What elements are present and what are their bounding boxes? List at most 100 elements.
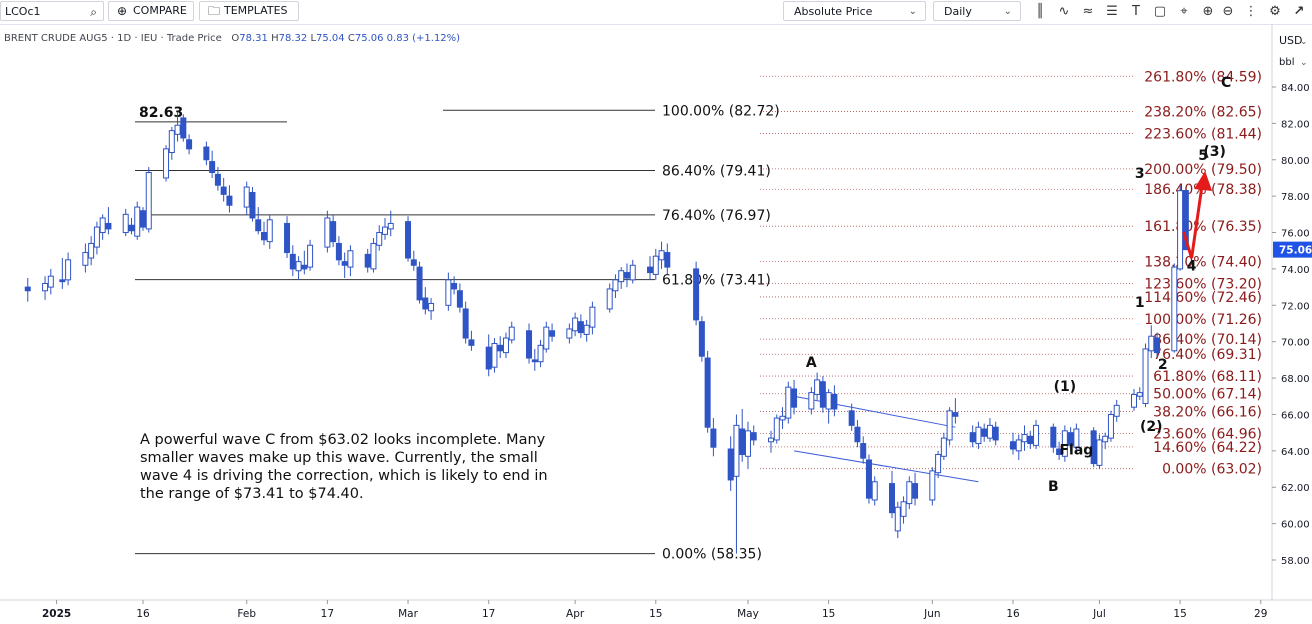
candle-down <box>698 321 705 357</box>
last-price-label: 75.06 <box>1279 245 1312 257</box>
y-tick-label: 66.00 <box>1281 410 1310 421</box>
search-icon[interactable]: ⌕ <box>90 5 97 19</box>
candles-icon[interactable]: ║ <box>1036 4 1044 19</box>
price-type-value: Absolute Price <box>794 5 873 18</box>
candle-down <box>330 221 337 243</box>
candle-up <box>606 288 613 310</box>
y-tick-label: 62.00 <box>1281 483 1310 494</box>
candle-up <box>814 379 821 395</box>
draw-icon[interactable]: ☰ <box>1106 4 1118 19</box>
candle-down <box>1154 337 1161 354</box>
candle-down <box>416 266 423 301</box>
candle-up <box>307 244 314 268</box>
x-tick-label: Mar <box>398 608 418 620</box>
fib-label: 0.00% (58.35) <box>662 547 762 563</box>
symbol-search[interactable]: LCOc1 ⌕ <box>0 1 104 21</box>
candle-down <box>889 483 896 514</box>
candle-down <box>865 459 872 499</box>
shapes-icon[interactable]: ▢ <box>1153 4 1167 19</box>
last-price-badge <box>1273 241 1312 258</box>
candle-up <box>1021 433 1028 443</box>
fib-ext-label: 38.20% (66.16) <box>1153 405 1262 421</box>
price-type-select[interactable]: Absolute Price ⌄ <box>783 1 926 21</box>
candle-down <box>24 286 31 292</box>
candle-down <box>410 259 417 266</box>
fib-ext-label: 200.00% (79.50) <box>1144 162 1262 178</box>
text-icon[interactable]: T <box>1132 4 1140 19</box>
y-tick-label: 58.00 <box>1281 556 1310 567</box>
candle-up <box>145 172 152 230</box>
change-value: 0.83 (+1.12%) <box>386 33 461 44</box>
candle-up <box>1177 190 1184 270</box>
candle-up <box>168 130 175 153</box>
candle-up <box>99 217 106 234</box>
x-tick-label: 17 <box>482 608 495 620</box>
candle-up <box>381 226 388 235</box>
candle-down <box>1090 430 1097 465</box>
wave-label: 3 <box>1135 166 1145 182</box>
candle-up <box>572 317 579 332</box>
candle-down <box>969 432 976 443</box>
candle-up <box>428 302 435 312</box>
settings-icon[interactable]: ⚙ <box>1269 4 1281 19</box>
zoom-in-icon[interactable]: ⊕ <box>1202 4 1214 19</box>
candle-down <box>214 173 221 186</box>
candle-up <box>894 506 901 532</box>
candle-up <box>785 386 792 419</box>
fib-label: 76.40% (76.97) <box>662 208 771 224</box>
indicators-icon[interactable]: ∿ <box>1058 4 1070 19</box>
wave-label: C <box>1221 75 1231 91</box>
candle-up <box>491 343 498 368</box>
candle-up <box>82 252 89 266</box>
candle-down <box>992 426 999 441</box>
candle-up <box>1102 435 1109 443</box>
zoom-out-icon[interactable]: ⊖ <box>1222 4 1234 19</box>
fib-ext-label: 223.60% (81.44) <box>1144 127 1262 143</box>
candle-down <box>727 448 734 481</box>
high-label: H <box>271 33 279 44</box>
candle-down <box>451 282 458 290</box>
candle-down <box>854 426 861 443</box>
candle-up <box>825 392 832 410</box>
candle-up <box>589 306 596 328</box>
instrument-name: BRENT CRUDE AUG5 · 1D · IEU · Trade Pric… <box>4 33 222 44</box>
templates-button[interactable]: 🗀 TEMPLATES <box>199 1 299 21</box>
candle-down <box>249 192 256 219</box>
fib-label: 100.00% (82.72) <box>662 103 780 119</box>
fib-label: 86.40% (79.41) <box>662 164 771 180</box>
candle-down <box>405 221 412 259</box>
wave-label: (2) <box>1140 419 1163 435</box>
candle-down <box>549 330 556 337</box>
candle-up <box>768 437 775 443</box>
candle-up <box>266 219 273 243</box>
templates-label: TEMPLATES <box>224 4 288 17</box>
studies-icon[interactable]: ≈ <box>1082 4 1094 19</box>
fib-ext-label: 261.80% (84.59) <box>1144 69 1262 85</box>
currency-label: USD <box>1279 34 1303 47</box>
candle-down <box>1182 190 1189 251</box>
candle-down <box>220 186 227 195</box>
candle-down <box>289 253 296 270</box>
candle-down <box>209 161 216 174</box>
candle-down <box>981 428 988 437</box>
interval-select[interactable]: Daily ⌄ <box>933 1 1021 21</box>
annotate-icon[interactable]: ⌖ <box>1180 4 1188 19</box>
candle-down <box>623 272 630 279</box>
wave-label: (3) <box>1203 144 1226 160</box>
chevron-down-icon: ⌄ <box>908 6 917 17</box>
x-tick-label: Feb <box>237 608 256 620</box>
candle-down <box>140 210 146 228</box>
share-icon[interactable]: ↗ <box>1293 4 1305 19</box>
more-icon[interactable]: ⋮ <box>1244 4 1258 19</box>
candle-up <box>243 186 250 208</box>
compare-button[interactable]: ⊕ COMPARE <box>108 1 194 21</box>
price-chart[interactable]: USD bbl ⌄ ⌄ 58.00 60.00 62.00 64.00 66.00 68.00 70… <box>0 24 1312 624</box>
candle-down <box>255 219 262 232</box>
candle-down <box>284 222 291 254</box>
fib-ext-label: 61.80% (68.11) <box>1153 369 1262 385</box>
candle-down <box>1067 432 1074 446</box>
candle-down <box>105 222 112 230</box>
candle-down <box>186 139 193 150</box>
symbol-input[interactable]: LCOc1 <box>5 5 41 18</box>
candle-down <box>1056 448 1063 455</box>
